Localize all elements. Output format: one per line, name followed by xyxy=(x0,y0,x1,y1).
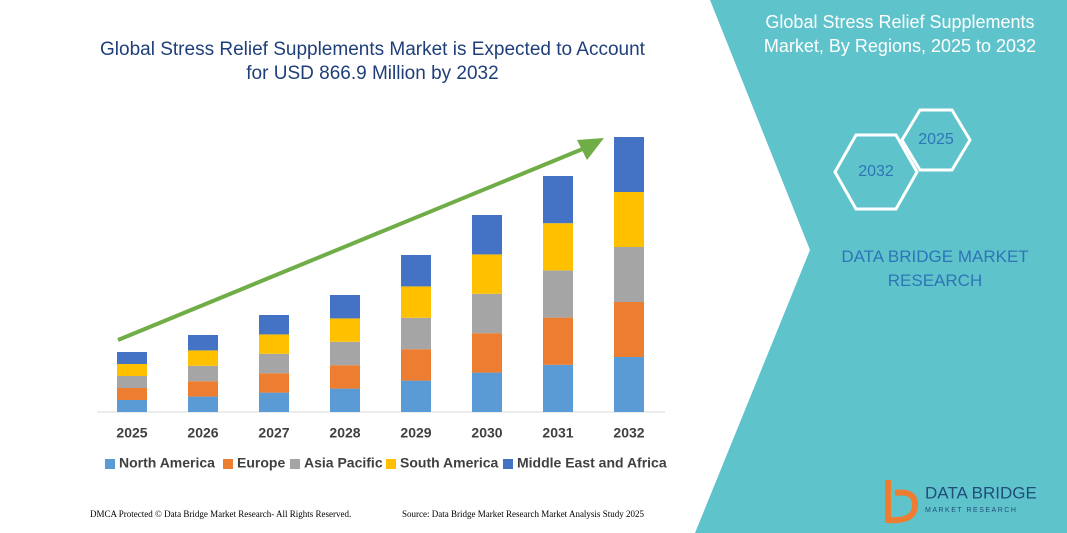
bar-segment xyxy=(330,388,360,412)
bar-segment xyxy=(117,388,147,400)
x-tick-label: 2029 xyxy=(400,425,431,441)
bar-segment xyxy=(259,353,289,374)
bar-segment xyxy=(117,352,147,364)
logo-name: DATA BRIDGE xyxy=(925,483,1037,502)
legend-swatch xyxy=(290,459,300,469)
legend-swatch xyxy=(223,459,233,469)
bar-segment xyxy=(472,372,502,412)
bar-segment xyxy=(401,380,431,412)
hexagon-label: 2032 xyxy=(858,163,894,180)
footer-left: DMCA Protected © Data Bridge Market Rese… xyxy=(90,509,351,519)
bar-segment xyxy=(614,247,644,302)
bar-segment xyxy=(472,333,502,373)
chart-title: Global Stress Relief Supplements Market … xyxy=(100,39,645,84)
x-tick-label: 2026 xyxy=(187,425,218,441)
logo-icon xyxy=(885,480,919,524)
legend-swatch xyxy=(105,459,115,469)
trend-arrow xyxy=(117,146,586,342)
bar-segment xyxy=(401,255,431,287)
trend-arrowhead xyxy=(577,138,604,160)
bar-segment xyxy=(472,215,502,255)
hexagon-label: 2025 xyxy=(918,131,954,148)
bar-segment xyxy=(614,302,644,357)
bar-segment xyxy=(543,176,573,224)
bar-segment xyxy=(259,373,289,393)
bar-segment xyxy=(614,137,644,192)
x-tick-label: 2025 xyxy=(116,425,147,441)
legend-label: South America xyxy=(400,455,498,471)
hexagon xyxy=(833,133,919,211)
bar-segment xyxy=(543,223,573,271)
bar-segment xyxy=(614,192,644,247)
panel-title: Global Stress Relief Supplements Market,… xyxy=(763,12,1037,56)
legend-label: Europe xyxy=(237,455,285,471)
panel-brand: DATA BRIDGE MARKET RESEARCH xyxy=(841,247,1029,290)
panel-bg xyxy=(695,0,1067,533)
x-tick-label: 2028 xyxy=(329,425,360,441)
hexagon xyxy=(900,108,972,172)
bar-segment xyxy=(472,293,502,334)
bar-segment xyxy=(543,364,573,412)
legend-label: Asia Pacific xyxy=(304,455,383,471)
bar-segment xyxy=(330,295,360,319)
bar-segment xyxy=(330,365,360,389)
bar-segment xyxy=(117,376,147,388)
bar-segment xyxy=(188,350,218,366)
bar-segment xyxy=(259,334,289,354)
logo-tagline: MARKET RESEARCH xyxy=(925,507,1017,514)
bar-segment xyxy=(401,349,431,381)
bar-segment xyxy=(188,381,218,397)
bar-segment xyxy=(614,357,644,412)
legend-label: Middle East and Africa xyxy=(517,455,667,471)
x-tick-label: 2027 xyxy=(258,425,289,441)
bar-segment xyxy=(330,341,360,366)
legend-label: North America xyxy=(119,455,215,471)
legend-swatch xyxy=(386,459,396,469)
bar-segment xyxy=(259,315,289,335)
footer-right: Source: Data Bridge Market Research Mark… xyxy=(402,509,644,519)
x-tick-label: 2031 xyxy=(542,425,573,441)
bar-segment xyxy=(330,318,360,342)
x-tick-label: 2032 xyxy=(613,425,644,441)
bar-segment xyxy=(259,392,289,412)
bar-segment xyxy=(543,317,573,365)
bar-segment xyxy=(472,254,502,294)
bar-segment xyxy=(188,396,218,412)
legend-swatch xyxy=(503,459,513,469)
bar-segment xyxy=(117,400,147,412)
bar-segment xyxy=(401,317,431,350)
bar-segment xyxy=(117,364,147,376)
x-tick-label: 2030 xyxy=(471,425,502,441)
bar-segment xyxy=(188,335,218,351)
bar-segment xyxy=(543,270,573,318)
bar-segment xyxy=(188,365,218,382)
bar-segment xyxy=(401,286,431,318)
